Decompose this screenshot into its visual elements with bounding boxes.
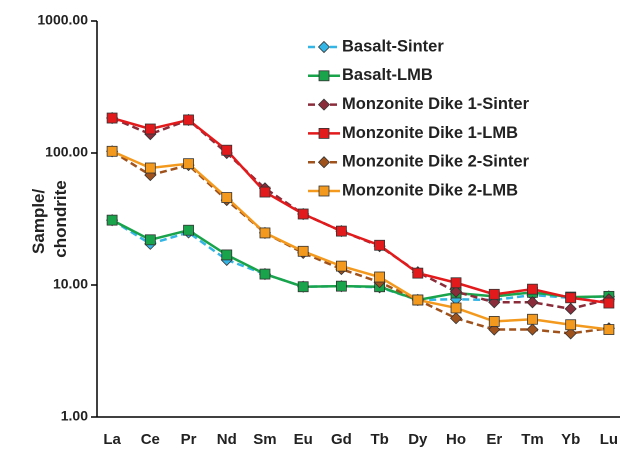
point — [106, 145, 118, 157]
y-axis-label: Sample/ chondrite — [29, 180, 70, 257]
point — [335, 280, 347, 292]
point — [449, 312, 463, 325]
point — [259, 186, 271, 198]
point — [564, 302, 577, 315]
legend-marker — [318, 127, 330, 139]
x-tick-label: Sm — [253, 431, 276, 448]
point — [374, 271, 386, 283]
series-line — [111, 116, 610, 311]
legend-marker — [317, 156, 331, 169]
point — [259, 268, 271, 280]
point — [527, 313, 538, 325]
point — [526, 296, 539, 309]
point — [297, 245, 309, 257]
point — [144, 234, 156, 246]
point — [335, 225, 347, 237]
legend-label: Monzonite Dike 2-Sinter — [342, 153, 530, 171]
point — [144, 162, 156, 174]
point — [183, 114, 194, 126]
point — [449, 285, 463, 298]
point — [412, 294, 424, 306]
legend-label: Basalt-LMB — [342, 66, 433, 84]
point — [297, 208, 309, 220]
point — [526, 323, 539, 336]
x-tick-label: Eu — [294, 431, 313, 448]
x-tick-label: Ho — [446, 431, 466, 448]
x-tick-label: Tb — [370, 431, 388, 448]
x-tick-label: Nd — [217, 431, 237, 448]
y-label-line: chondrite — [51, 180, 70, 257]
y-tick-label: 1.00 — [61, 408, 88, 424]
point — [488, 296, 501, 309]
legend-marker — [318, 185, 330, 197]
series-line — [111, 150, 610, 331]
point — [488, 315, 500, 327]
x-tick-label: Dy — [408, 431, 428, 448]
point — [488, 288, 500, 300]
point — [527, 283, 538, 295]
x-tick-label: Tm — [521, 431, 544, 448]
x-tick-label: Lu — [600, 431, 618, 448]
point — [183, 224, 194, 236]
point — [603, 297, 615, 309]
x-tick-label: Er — [486, 431, 502, 448]
point — [183, 158, 194, 170]
point — [335, 260, 347, 272]
point — [221, 249, 233, 261]
point — [106, 112, 118, 124]
y-tick-label: 100.00 — [45, 144, 88, 160]
x-tick-label: Yb — [561, 431, 580, 448]
series-line — [111, 219, 609, 302]
point — [297, 281, 309, 293]
point — [450, 277, 462, 289]
series-line — [111, 116, 610, 305]
point — [106, 214, 118, 226]
legend-marker — [318, 70, 330, 82]
point — [565, 319, 577, 331]
legend-label: Basalt-Sinter — [342, 37, 444, 55]
legend-label: Monzonite Dike 2-LMB — [342, 181, 518, 199]
point — [564, 327, 577, 340]
point — [221, 144, 233, 156]
point — [144, 123, 156, 135]
x-tick-label: Pr — [181, 431, 197, 448]
legend-label: Monzonite Dike 1-LMB — [342, 124, 518, 142]
point — [221, 192, 233, 203]
point — [603, 324, 615, 335]
point — [374, 239, 386, 251]
point — [412, 267, 424, 279]
y-tick-label: 1000.00 — [37, 12, 88, 28]
x-tick-label: Ce — [141, 431, 160, 448]
point — [450, 302, 462, 314]
x-tick-label: Gd — [331, 431, 352, 448]
point — [259, 227, 271, 239]
point — [565, 292, 577, 304]
legend-label: Monzonite Dike 1-Sinter — [342, 95, 530, 113]
legend-marker — [317, 98, 331, 111]
x-tick-label: La — [103, 431, 121, 448]
legend-marker — [317, 40, 331, 54]
y-tick-label: 10.00 — [53, 276, 88, 292]
y-label-line: Sample/ — [29, 188, 48, 253]
